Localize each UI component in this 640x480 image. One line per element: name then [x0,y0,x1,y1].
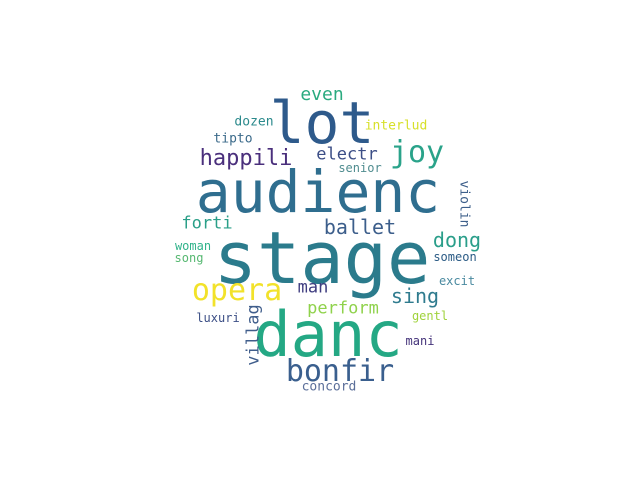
word-woman: woman [174,239,212,253]
word-violin: violin [456,180,472,228]
word-sing: sing [390,284,440,308]
word-bonfir: bonfir [285,354,395,389]
word-luxuri: luxuri [196,311,240,325]
word-senior: senior [338,161,382,175]
word-someon: someon [433,250,477,264]
word-forti: forti [181,213,233,234]
word-excit: excit [438,274,476,288]
word-stage: stage [213,216,431,300]
word-gentl: gentl [411,309,449,323]
word-tipto: tipto [213,131,253,147]
word-audienc: audienc [195,158,441,226]
word-lot: lot [269,89,375,157]
word-song: song [174,251,204,265]
word-man: man [297,277,329,298]
word-joy: joy [389,135,445,170]
word-even: even [300,84,344,105]
word-ballet: ballet [323,215,397,239]
word-dozen: dozen [234,114,274,130]
word-concord: concord [301,379,357,395]
word-perform: perform [307,298,379,319]
word-electr: electr [316,144,378,165]
word-opera: opera [191,273,283,308]
word-mani: mani [405,334,435,348]
word-interlud: interlud [364,118,428,134]
word-dong: dong [432,228,482,252]
word-villag: villag [243,304,264,366]
word-danc: danc [253,298,403,371]
word-happili: happili [199,146,293,171]
